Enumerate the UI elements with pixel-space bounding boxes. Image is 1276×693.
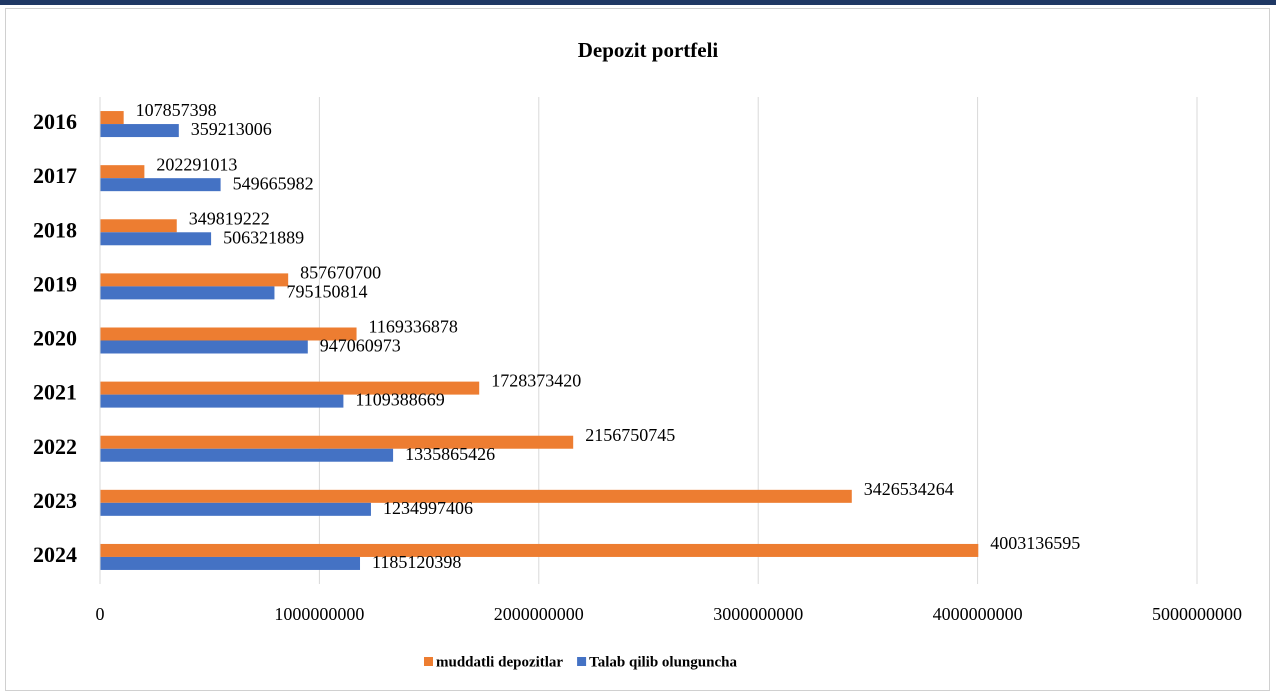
- data-label: 2156750745: [585, 425, 675, 445]
- data-label: 107857398: [136, 100, 217, 120]
- data-label: 359213006: [191, 119, 272, 139]
- data-label: 1185120398: [372, 552, 461, 572]
- y-tick-label: 2017: [33, 163, 77, 188]
- bar: [100, 556, 361, 570]
- data-label: 506321889: [223, 227, 304, 247]
- y-tick-label: 2018: [33, 217, 77, 242]
- data-label: 349819222: [189, 208, 270, 228]
- data-label: 857670700: [300, 263, 381, 283]
- bar: [100, 435, 574, 449]
- bar: [100, 124, 179, 138]
- legend-swatch: [577, 657, 587, 666]
- data-label: 1109388669: [355, 390, 444, 410]
- data-label: 795150814: [286, 282, 367, 302]
- data-label: 1335865426: [405, 444, 495, 464]
- y-tick-label: 2021: [33, 380, 77, 405]
- legend-label: muddatli depozitlar: [436, 654, 563, 670]
- data-label: 1169336878: [369, 317, 458, 337]
- bar: [100, 448, 394, 462]
- bar: [100, 327, 357, 341]
- top-band: [0, 0, 1276, 5]
- bar: [100, 381, 480, 395]
- bar: [100, 232, 212, 246]
- x-tick-label: 3000000000: [713, 604, 803, 624]
- y-tick-label: 2016: [33, 109, 77, 134]
- bar: [100, 489, 852, 503]
- data-label: 202291013: [156, 154, 237, 174]
- x-tick-label: 4000000000: [933, 604, 1023, 624]
- x-tick-label: 5000000000: [1152, 604, 1242, 624]
- chart-title: Depozit portfeli: [578, 38, 719, 62]
- bar: [100, 340, 308, 354]
- x-tick-label: 1000000000: [274, 604, 364, 624]
- y-tick-label: 2023: [33, 488, 77, 513]
- bar: [100, 394, 344, 408]
- y-tick-label: 2019: [33, 271, 77, 296]
- data-label: 3426534264: [864, 479, 954, 499]
- legend-label: Talab qilib olunguncha: [589, 654, 737, 670]
- bar: [100, 543, 979, 557]
- bar: [100, 273, 289, 287]
- y-tick-label: 2020: [33, 326, 77, 351]
- data-label: 1728373420: [491, 371, 581, 391]
- data-label: 549665982: [233, 173, 314, 193]
- x-tick-label: 0: [96, 604, 105, 624]
- data-label: 4003136595: [990, 533, 1080, 553]
- data-label: 947060973: [320, 336, 401, 356]
- legend-swatch: [424, 657, 433, 666]
- bar: [100, 111, 124, 125]
- bar: [100, 178, 221, 192]
- y-tick-label: 2022: [33, 434, 77, 459]
- bar: [100, 165, 145, 179]
- y-tick-label: 2024: [33, 542, 77, 567]
- bar: [100, 286, 275, 300]
- data-label: 1234997406: [383, 498, 473, 518]
- x-tick-label: 2000000000: [494, 604, 584, 624]
- bar: [100, 219, 177, 233]
- bar: [100, 502, 371, 516]
